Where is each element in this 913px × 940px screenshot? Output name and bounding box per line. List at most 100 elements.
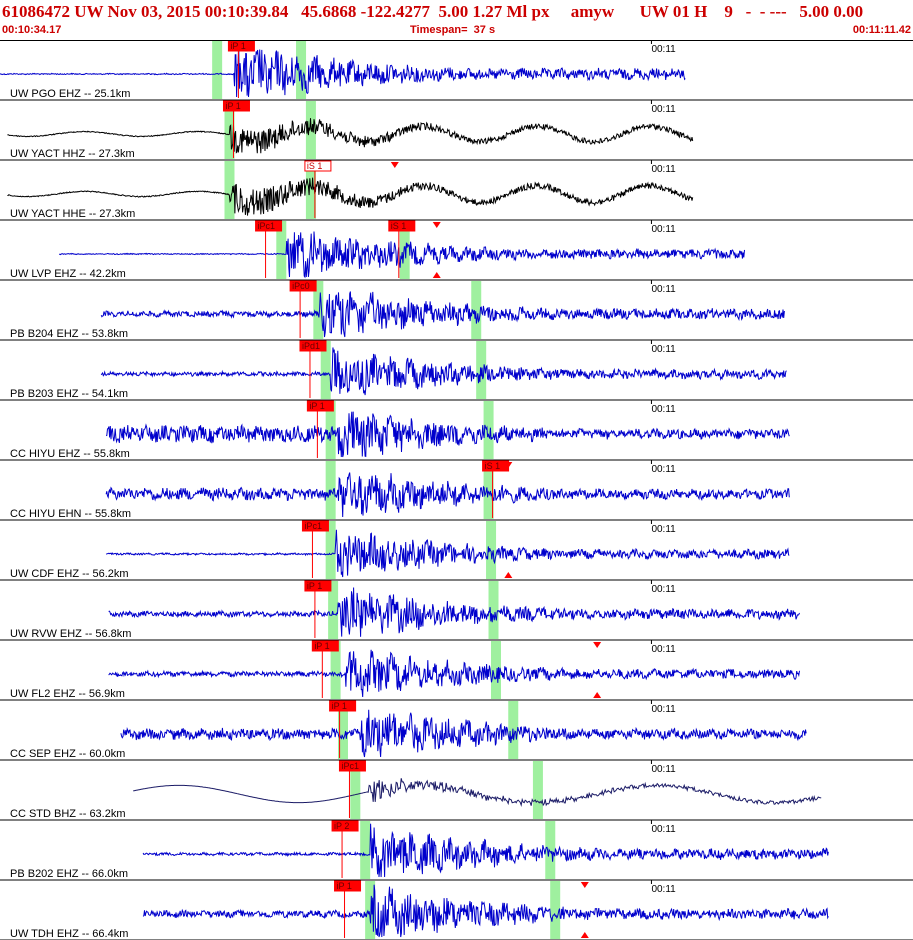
pick-label: iP 1 xyxy=(332,701,347,711)
channel-label: UW CDF EHZ -- 56.2km xyxy=(10,568,129,580)
trace-row[interactable]: iS 1 00:11 CC HIYU EHN -- 55.8km xyxy=(0,460,913,521)
phase-marker-icon[interactable] xyxy=(580,882,589,888)
channel-label: CC HIYU EHZ -- 55.8km xyxy=(10,448,130,460)
trace-row[interactable]: iPc1 iS 1 00:11 UW LVP EHZ -- 42.2km xyxy=(0,220,913,281)
header-bar: 61086472 UW Nov 03, 2015 00:10:39.84 45.… xyxy=(0,0,913,40)
pick-flag[interactable] xyxy=(304,580,332,592)
pick-window-bar xyxy=(320,341,331,399)
pick-label: iPc1 xyxy=(304,521,322,531)
channel-label: UW RVW EHZ -- 56.8km xyxy=(10,628,131,640)
pick-label: iP 1 xyxy=(230,41,245,51)
trace-row[interactable]: iS 1 00:11 UW YACT HHE -- 27.3km xyxy=(0,160,913,221)
channel-label: UW YACT HHE -- 27.3km xyxy=(10,208,135,220)
trace-row[interactable]: iPc1 00:11 CC STD BHZ -- 63.2km xyxy=(0,760,913,821)
time-tick-label: 00:11 xyxy=(651,284,676,295)
time-tick-label: 00:11 xyxy=(651,584,676,595)
phase-marker-icon[interactable] xyxy=(432,272,441,278)
channel-label: UW YACT HHZ -- 27.3km xyxy=(10,148,135,160)
channel-label: UW LVP EHZ -- 42.2km xyxy=(10,268,126,280)
time-tick-label: 00:11 xyxy=(651,764,676,775)
pick-window-bar xyxy=(337,701,348,759)
pick-label: iP 2 xyxy=(334,821,349,831)
pick-window-bar xyxy=(224,161,235,219)
pick-label: iPc0 xyxy=(292,281,310,291)
pick-label: iPc1 xyxy=(341,761,359,771)
pick-window-bar xyxy=(330,641,341,699)
trace-row[interactable]: iP 1 00:11 UW RVW EHZ -- 56.8km xyxy=(0,580,913,641)
pick-flag[interactable] xyxy=(299,340,327,352)
pick-flag[interactable] xyxy=(388,220,416,232)
phase-marker-icon[interactable] xyxy=(432,222,441,228)
pick-window-bar xyxy=(212,41,223,99)
time-tick-label: 00:11 xyxy=(651,824,676,835)
pick-window-bar xyxy=(360,821,371,879)
trace-row[interactable]: iP 1 00:11 UW PGO EHZ -- 25.1km xyxy=(0,40,913,101)
pick-window-bar xyxy=(276,221,287,279)
waveform-trace xyxy=(108,587,800,637)
pick-window-bar xyxy=(399,221,410,279)
waveform-trace xyxy=(142,884,829,938)
seismogram-panel[interactable]: iP 1 00:11 UW PGO EHZ -- 25.1km iP 1 00:11 UW… xyxy=(0,40,913,940)
pick-flag[interactable] xyxy=(334,880,362,892)
event-title: 61086472 UW Nov 03, 2015 00:10:39.84 45.… xyxy=(2,2,864,21)
trace-row[interactable]: iP 1 00:11 UW YACT HHZ -- 27.3km xyxy=(0,100,913,161)
trace-row[interactable]: iPd1 00:11 PB B203 EHZ -- 54.1km xyxy=(0,340,913,401)
pick-flag[interactable] xyxy=(304,160,332,172)
pick-window-bar xyxy=(350,761,361,819)
waveform-trace xyxy=(133,778,822,808)
channel-label: PB B203 EHZ -- 54.1km xyxy=(10,388,128,400)
pick-flag[interactable] xyxy=(329,700,357,712)
trace-row[interactable]: iP 1 00:11 UW TDH EHZ -- 66.4km xyxy=(0,880,913,940)
pick-flag[interactable] xyxy=(289,280,317,292)
channel-label: CC HIYU EHN -- 55.8km xyxy=(10,508,131,520)
pick-window-bar xyxy=(490,641,501,699)
pick-window-bar xyxy=(483,401,494,459)
end-time-label: 00:11:11.42 xyxy=(852,24,911,36)
pick-window-bar xyxy=(365,881,376,939)
channel-label: PB B202 EHZ -- 66.0km xyxy=(10,868,128,880)
pick-window-bar xyxy=(305,161,316,219)
trace-row[interactable]: iP 1 00:11 UW FL2 EHZ -- 56.9km xyxy=(0,640,913,701)
phase-marker-icon[interactable] xyxy=(593,642,602,648)
pick-label: iP 1 xyxy=(314,641,329,651)
trace-row[interactable]: iPc0 00:11 PB B204 EHZ -- 53.8km xyxy=(0,280,913,341)
waveform-trace xyxy=(7,177,694,216)
pick-flag[interactable] xyxy=(306,400,334,412)
time-tick-label: 00:11 xyxy=(651,44,676,55)
pick-flag[interactable] xyxy=(311,640,339,652)
phase-marker-icon[interactable] xyxy=(504,572,513,578)
waveform-trace xyxy=(105,529,790,578)
pick-label: iP 1 xyxy=(225,101,240,111)
pick-window-bar xyxy=(328,581,339,639)
phase-marker-icon[interactable] xyxy=(580,932,589,938)
trace-row[interactable]: iPc1 00:11 UW CDF EHZ -- 56.2km xyxy=(0,520,913,581)
pick-window-bar xyxy=(545,821,556,879)
time-tick-label: 00:11 xyxy=(651,644,676,655)
phase-marker-icon[interactable] xyxy=(593,692,602,698)
trace-row[interactable]: iP 2 00:11 PB B202 EHZ -- 66.0km xyxy=(0,820,913,881)
waveform-trace xyxy=(58,231,745,279)
pick-flag[interactable] xyxy=(338,760,366,772)
time-tick-label: 00:11 xyxy=(651,524,676,535)
time-tick-label: 00:11 xyxy=(651,404,676,415)
waveform-trace xyxy=(100,291,785,338)
pick-flag[interactable] xyxy=(331,820,359,832)
pick-label: iP 1 xyxy=(309,401,324,411)
trace-row[interactable]: iP 1 00:11 CC HIYU EHZ -- 55.8km xyxy=(0,400,913,461)
phase-marker-icon[interactable] xyxy=(390,162,399,168)
pick-flag[interactable] xyxy=(301,520,329,532)
pick-flag[interactable] xyxy=(222,100,250,112)
channel-label: CC STD BHZ -- 63.2km xyxy=(10,808,126,820)
channel-label: UW FL2 EHZ -- 56.9km xyxy=(10,688,125,700)
pick-window-bar xyxy=(325,401,336,459)
pick-window-bar xyxy=(483,461,494,519)
trace-row[interactable]: iP 1 00:11 CC SEP EHZ -- 60.0km xyxy=(0,700,913,761)
pick-label: iS 1 xyxy=(391,221,407,231)
pick-flag[interactable] xyxy=(255,220,283,232)
pick-window-bar xyxy=(313,281,324,339)
pick-window-bar xyxy=(532,761,543,819)
channel-label: CC SEP EHZ -- 60.0km xyxy=(10,748,125,760)
waveform-trace xyxy=(105,472,790,518)
phase-marker-icon[interactable] xyxy=(504,462,513,468)
channel-label: UW PGO EHZ -- 25.1km xyxy=(10,88,130,100)
